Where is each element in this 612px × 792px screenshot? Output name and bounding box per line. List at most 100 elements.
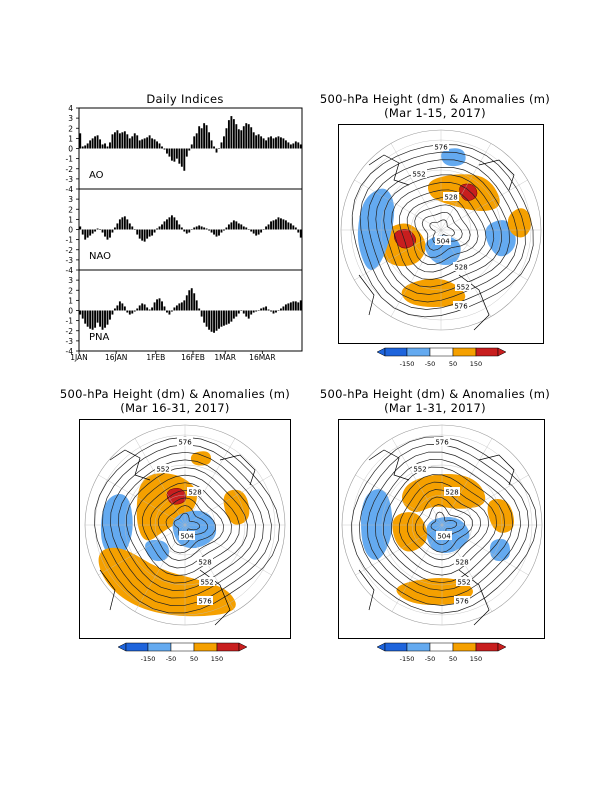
- contour-label: 528: [445, 489, 458, 497]
- contour-label-bg: [187, 487, 203, 496]
- index-bar: [89, 140, 92, 149]
- height-contour: [358, 444, 530, 606]
- height-contour: [149, 489, 224, 561]
- index-bar: [104, 310, 106, 328]
- index-bar: [136, 135, 139, 149]
- contour-label: 528: [198, 559, 211, 567]
- legend-swatch: [475, 642, 499, 652]
- contour-label: 576: [178, 439, 192, 447]
- index-bar: [250, 310, 253, 315]
- meridian: [355, 474, 443, 526]
- legend-arrow-right: [497, 642, 507, 652]
- index-bar: [168, 310, 171, 315]
- height-contour: [359, 151, 526, 310]
- index-bar: [267, 137, 270, 149]
- contour-label-bg: [411, 169, 427, 178]
- map3-title: 500-hPa Height (dm) & Anomalies (m): [319, 387, 551, 401]
- contour-label: 576: [434, 144, 448, 152]
- y-tick-label: -1: [66, 155, 74, 164]
- contour-label: 528: [188, 489, 201, 497]
- index-bar: [131, 310, 134, 314]
- index-bar: [208, 310, 211, 330]
- index-bar: [121, 132, 124, 149]
- index-bar: [190, 229, 193, 230]
- y-tick-label: -2: [66, 165, 74, 174]
- index-bar: [86, 310, 89, 327]
- contour-label-bg: [199, 577, 215, 586]
- y-tick-label: -2: [66, 246, 74, 255]
- index-bar: [170, 215, 173, 230]
- height-contour: [142, 482, 232, 569]
- legend-swatch: [406, 347, 431, 357]
- legend-arrow-left: [376, 347, 386, 357]
- index-bar: [84, 229, 87, 240]
- map2-subtitle: (Mar 16-31, 2017): [120, 401, 230, 415]
- map2-legend: -150 -50 50 150: [117, 642, 248, 663]
- index-bar: [111, 229, 114, 233]
- contour-label-bg: [456, 577, 472, 586]
- index-bar: [277, 217, 280, 230]
- y-tick-label: -4: [66, 185, 74, 194]
- height-contour: [414, 496, 474, 553]
- height-contour: [173, 512, 200, 539]
- height-contour: [102, 444, 272, 606]
- height-contour: [94, 436, 280, 614]
- contour-label: 528: [455, 559, 468, 567]
- legend-label: -50: [425, 360, 436, 368]
- index-bar: [141, 303, 144, 311]
- index-bar: [193, 227, 196, 230]
- index-bar: [198, 308, 201, 311]
- x-tick-label: 16MAR: [249, 353, 275, 362]
- index-bar: [96, 310, 99, 323]
- index-bar: [242, 126, 245, 149]
- legend-label: 150: [211, 655, 223, 663]
- index-bar: [170, 148, 173, 161]
- index-bar: [218, 229, 220, 236]
- index-bar: [210, 140, 213, 149]
- index-bar: [267, 224, 270, 230]
- index-bar: [175, 305, 178, 311]
- index-bar: [86, 143, 89, 149]
- legend-arrow-left: [376, 642, 386, 652]
- index-bar: [225, 227, 228, 230]
- index-bar: [265, 140, 268, 149]
- index-bar: [289, 144, 292, 149]
- index-bar: [237, 310, 240, 314]
- meridian: [440, 179, 528, 231]
- contour-label-bg: [197, 596, 213, 605]
- index-bar: [123, 216, 126, 230]
- y-tick-label: 3: [68, 276, 73, 285]
- index-bar: [94, 229, 97, 232]
- index-bar: [183, 229, 186, 232]
- index-bar: [89, 310, 92, 329]
- index-bar: [210, 229, 213, 233]
- height-contour: [118, 459, 256, 591]
- index-bar: [198, 126, 201, 149]
- contour-label: 552: [200, 579, 213, 587]
- meridian: [440, 143, 492, 231]
- index-bar: [111, 134, 114, 149]
- index-bar: [151, 138, 154, 149]
- index-bar: [185, 148, 188, 157]
- index-bar: [267, 309, 270, 311]
- index-bar: [287, 222, 290, 230]
- index-bar: [101, 144, 104, 149]
- anomaly-pos: [190, 451, 212, 466]
- legend-swatch: [216, 642, 240, 652]
- index-bar: [180, 148, 183, 167]
- index-bar: [81, 310, 84, 319]
- index-bar: [118, 301, 121, 311]
- index-bar: [282, 138, 285, 149]
- index-bar: [203, 310, 206, 323]
- index-bar: [128, 310, 131, 315]
- contour-label-bg: [179, 531, 195, 540]
- index-bar: [277, 136, 280, 149]
- y-tick-label: 0: [68, 226, 73, 235]
- legend-arrow-right: [497, 347, 507, 357]
- index-bar: [195, 226, 198, 230]
- index-bar: [230, 222, 233, 230]
- index-bar: [109, 310, 111, 320]
- height-contour: [157, 497, 216, 554]
- index-bar: [270, 136, 272, 149]
- index-bar: [242, 226, 245, 230]
